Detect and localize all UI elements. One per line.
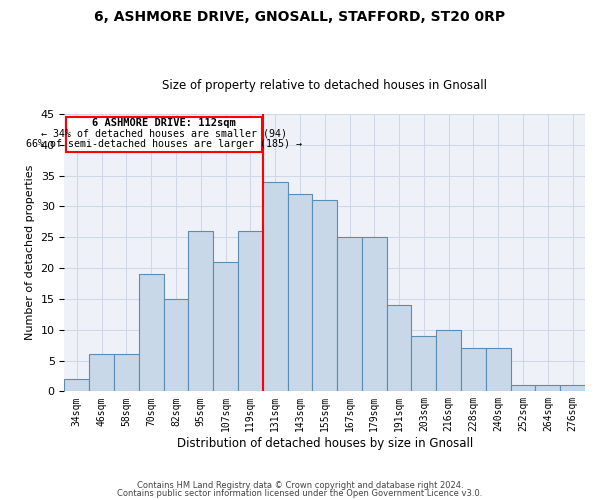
Text: 66% of semi-detached houses are larger (185) →: 66% of semi-detached houses are larger (… [26, 138, 302, 148]
Bar [362, 238, 386, 392]
Text: 6 ASHMORE DRIVE: 112sqm: 6 ASHMORE DRIVE: 112sqm [92, 118, 235, 128]
Bar [188, 231, 213, 392]
Bar [535, 385, 560, 392]
Bar [213, 262, 238, 392]
Bar [337, 238, 362, 392]
Text: ← 34% of detached houses are smaller (94): ← 34% of detached houses are smaller (94… [41, 128, 287, 138]
Bar [164, 299, 188, 392]
Bar [313, 200, 337, 392]
Y-axis label: Number of detached properties: Number of detached properties [25, 165, 35, 340]
Bar [263, 182, 287, 392]
Bar [114, 354, 139, 392]
Text: 6, ASHMORE DRIVE, GNOSALL, STAFFORD, ST20 0RP: 6, ASHMORE DRIVE, GNOSALL, STAFFORD, ST2… [94, 10, 506, 24]
Bar [386, 305, 412, 392]
FancyBboxPatch shape [65, 117, 262, 152]
Bar [89, 354, 114, 392]
Title: Size of property relative to detached houses in Gnosall: Size of property relative to detached ho… [162, 79, 487, 92]
Bar [64, 379, 89, 392]
Bar [486, 348, 511, 392]
Bar [238, 231, 263, 392]
Text: Contains public sector information licensed under the Open Government Licence v3: Contains public sector information licen… [118, 488, 482, 498]
Bar [287, 194, 313, 392]
X-axis label: Distribution of detached houses by size in Gnosall: Distribution of detached houses by size … [176, 437, 473, 450]
Bar [560, 385, 585, 392]
Text: Contains HM Land Registry data © Crown copyright and database right 2024.: Contains HM Land Registry data © Crown c… [137, 481, 463, 490]
Bar [139, 274, 164, 392]
Bar [511, 385, 535, 392]
Bar [436, 330, 461, 392]
Bar [412, 336, 436, 392]
Bar [461, 348, 486, 392]
